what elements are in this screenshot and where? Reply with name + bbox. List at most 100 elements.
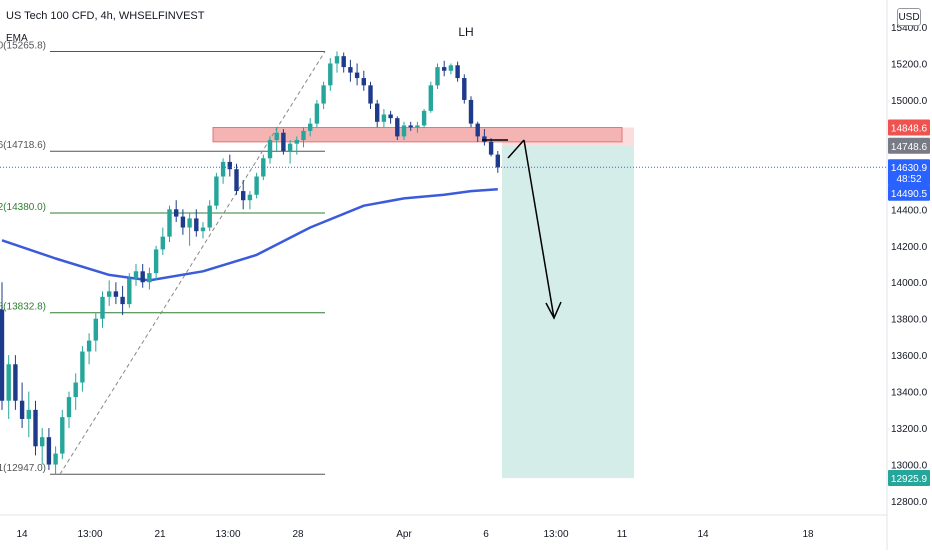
y-tick-0: 12800.0 [891, 497, 928, 508]
currency-button[interactable]: USD [897, 8, 921, 26]
y-tick-5: 13800.0 [891, 315, 928, 326]
candle-50 [334, 51, 340, 73]
fib-label-1: 236(14718.6) [0, 140, 46, 151]
candle-58 [388, 110, 393, 124]
y-tick-3: 13400.0 [891, 388, 928, 399]
fib-label-2: 382(14380.0) [0, 202, 46, 213]
candle-69 [462, 74, 467, 104]
y-tick-6: 14000.0 [891, 278, 928, 289]
x-tick-4: 28 [292, 529, 304, 540]
x-tick-2: 21 [154, 529, 166, 540]
price-tag-bg-3 [888, 184, 930, 201]
y-tick-4: 13600.0 [891, 351, 928, 362]
price-tag-sub-2: 48:52 [896, 174, 921, 185]
x-tick-10: 18 [802, 529, 814, 540]
candle-44 [294, 136, 299, 155]
price-tag-bg-2 [888, 159, 930, 186]
y-tick-8: 14400.0 [891, 205, 928, 216]
x-tick-0: 14 [16, 529, 28, 540]
candle-26 [174, 200, 179, 223]
price-tag-4: 12925.9 [891, 474, 928, 485]
candle-0 [0, 282, 5, 410]
x-tick-5: Apr [396, 529, 412, 540]
candle-17 [113, 282, 119, 305]
price-tag-1: 14748.6 [891, 142, 928, 153]
indicator-label: EMA [6, 33, 28, 44]
candle-7 [46, 428, 52, 471]
annotation-0: LH [458, 25, 473, 39]
candle-32 [214, 172, 219, 210]
candle-67 [448, 63, 454, 75]
candle-12 [80, 346, 85, 392]
candle-63 [421, 109, 427, 128]
candle-46 [308, 118, 313, 137]
candle-43 [287, 140, 293, 164]
projection-arrow [523, 139, 555, 319]
ema-line [1, 188, 498, 282]
candle-40 [267, 136, 273, 164]
x-tick-8: 11 [617, 529, 628, 540]
candle-48 [321, 81, 326, 110]
candle-10 [66, 391, 72, 429]
bounce-arrow-up [507, 139, 525, 159]
candle-65 [435, 63, 440, 89]
candle-59 [395, 116, 400, 141]
candle-53 [354, 63, 360, 86]
candle-33 [220, 158, 226, 184]
candle-74 [495, 150, 500, 173]
candle-70 [468, 96, 474, 128]
candle-15 [100, 291, 105, 328]
candle-30 [200, 222, 206, 239]
candle-21 [140, 264, 145, 288]
price-tag-bg-0 [888, 119, 930, 136]
candle-72 [482, 129, 487, 146]
candle-3 [19, 382, 25, 429]
fib-trendline [59, 51, 326, 475]
price-tag-bg-1 [888, 137, 930, 154]
candle-57 [381, 109, 387, 128]
fib-label-0: 0(15265.8) [0, 40, 46, 51]
candle-41 [274, 127, 279, 151]
fib-label-3: 618(13832.8) [0, 302, 46, 313]
candle-61 [408, 121, 413, 131]
y-tick-11: 15400.0 [891, 23, 928, 34]
candle-45 [301, 127, 306, 148]
candle-64 [428, 81, 433, 113]
y-tick-1: 13000.0 [891, 461, 928, 472]
candle-38 [254, 172, 259, 199]
candle-20 [133, 264, 139, 286]
candle-23 [153, 245, 159, 281]
price-tag-3: 14490.5 [891, 189, 928, 200]
candle-6 [40, 428, 45, 465]
candle-68 [455, 61, 460, 82]
x-tick-6: 6 [483, 529, 489, 540]
candle-29 [194, 209, 199, 237]
x-tick-9: 14 [697, 529, 709, 540]
price-tag-0: 14848.6 [891, 124, 928, 135]
candle-16 [107, 280, 112, 306]
candle-2 [13, 355, 18, 410]
candle-47 [314, 99, 320, 128]
candle-4 [26, 391, 31, 438]
x-tick-7: 13:00 [543, 529, 568, 540]
candle-56 [375, 99, 380, 128]
fib-label-4: 1(12947.0) [0, 463, 46, 474]
candle-19 [127, 273, 132, 308]
candle-35 [234, 163, 239, 195]
candle-9 [60, 409, 65, 460]
candle-5 [33, 400, 38, 456]
candle-28 [187, 212, 192, 246]
candle-8 [53, 446, 58, 475]
candle-18 [120, 285, 125, 316]
candle-51 [341, 52, 346, 73]
target-zone [502, 145, 634, 479]
candle-71 [475, 121, 480, 142]
y-tick-10: 15200.0 [891, 59, 928, 70]
candle-55 [368, 81, 373, 110]
y-tick-2: 13200.0 [891, 424, 928, 435]
candle-31 [207, 200, 212, 232]
projection-arrowhead [545, 301, 562, 320]
candle-24 [160, 227, 165, 255]
